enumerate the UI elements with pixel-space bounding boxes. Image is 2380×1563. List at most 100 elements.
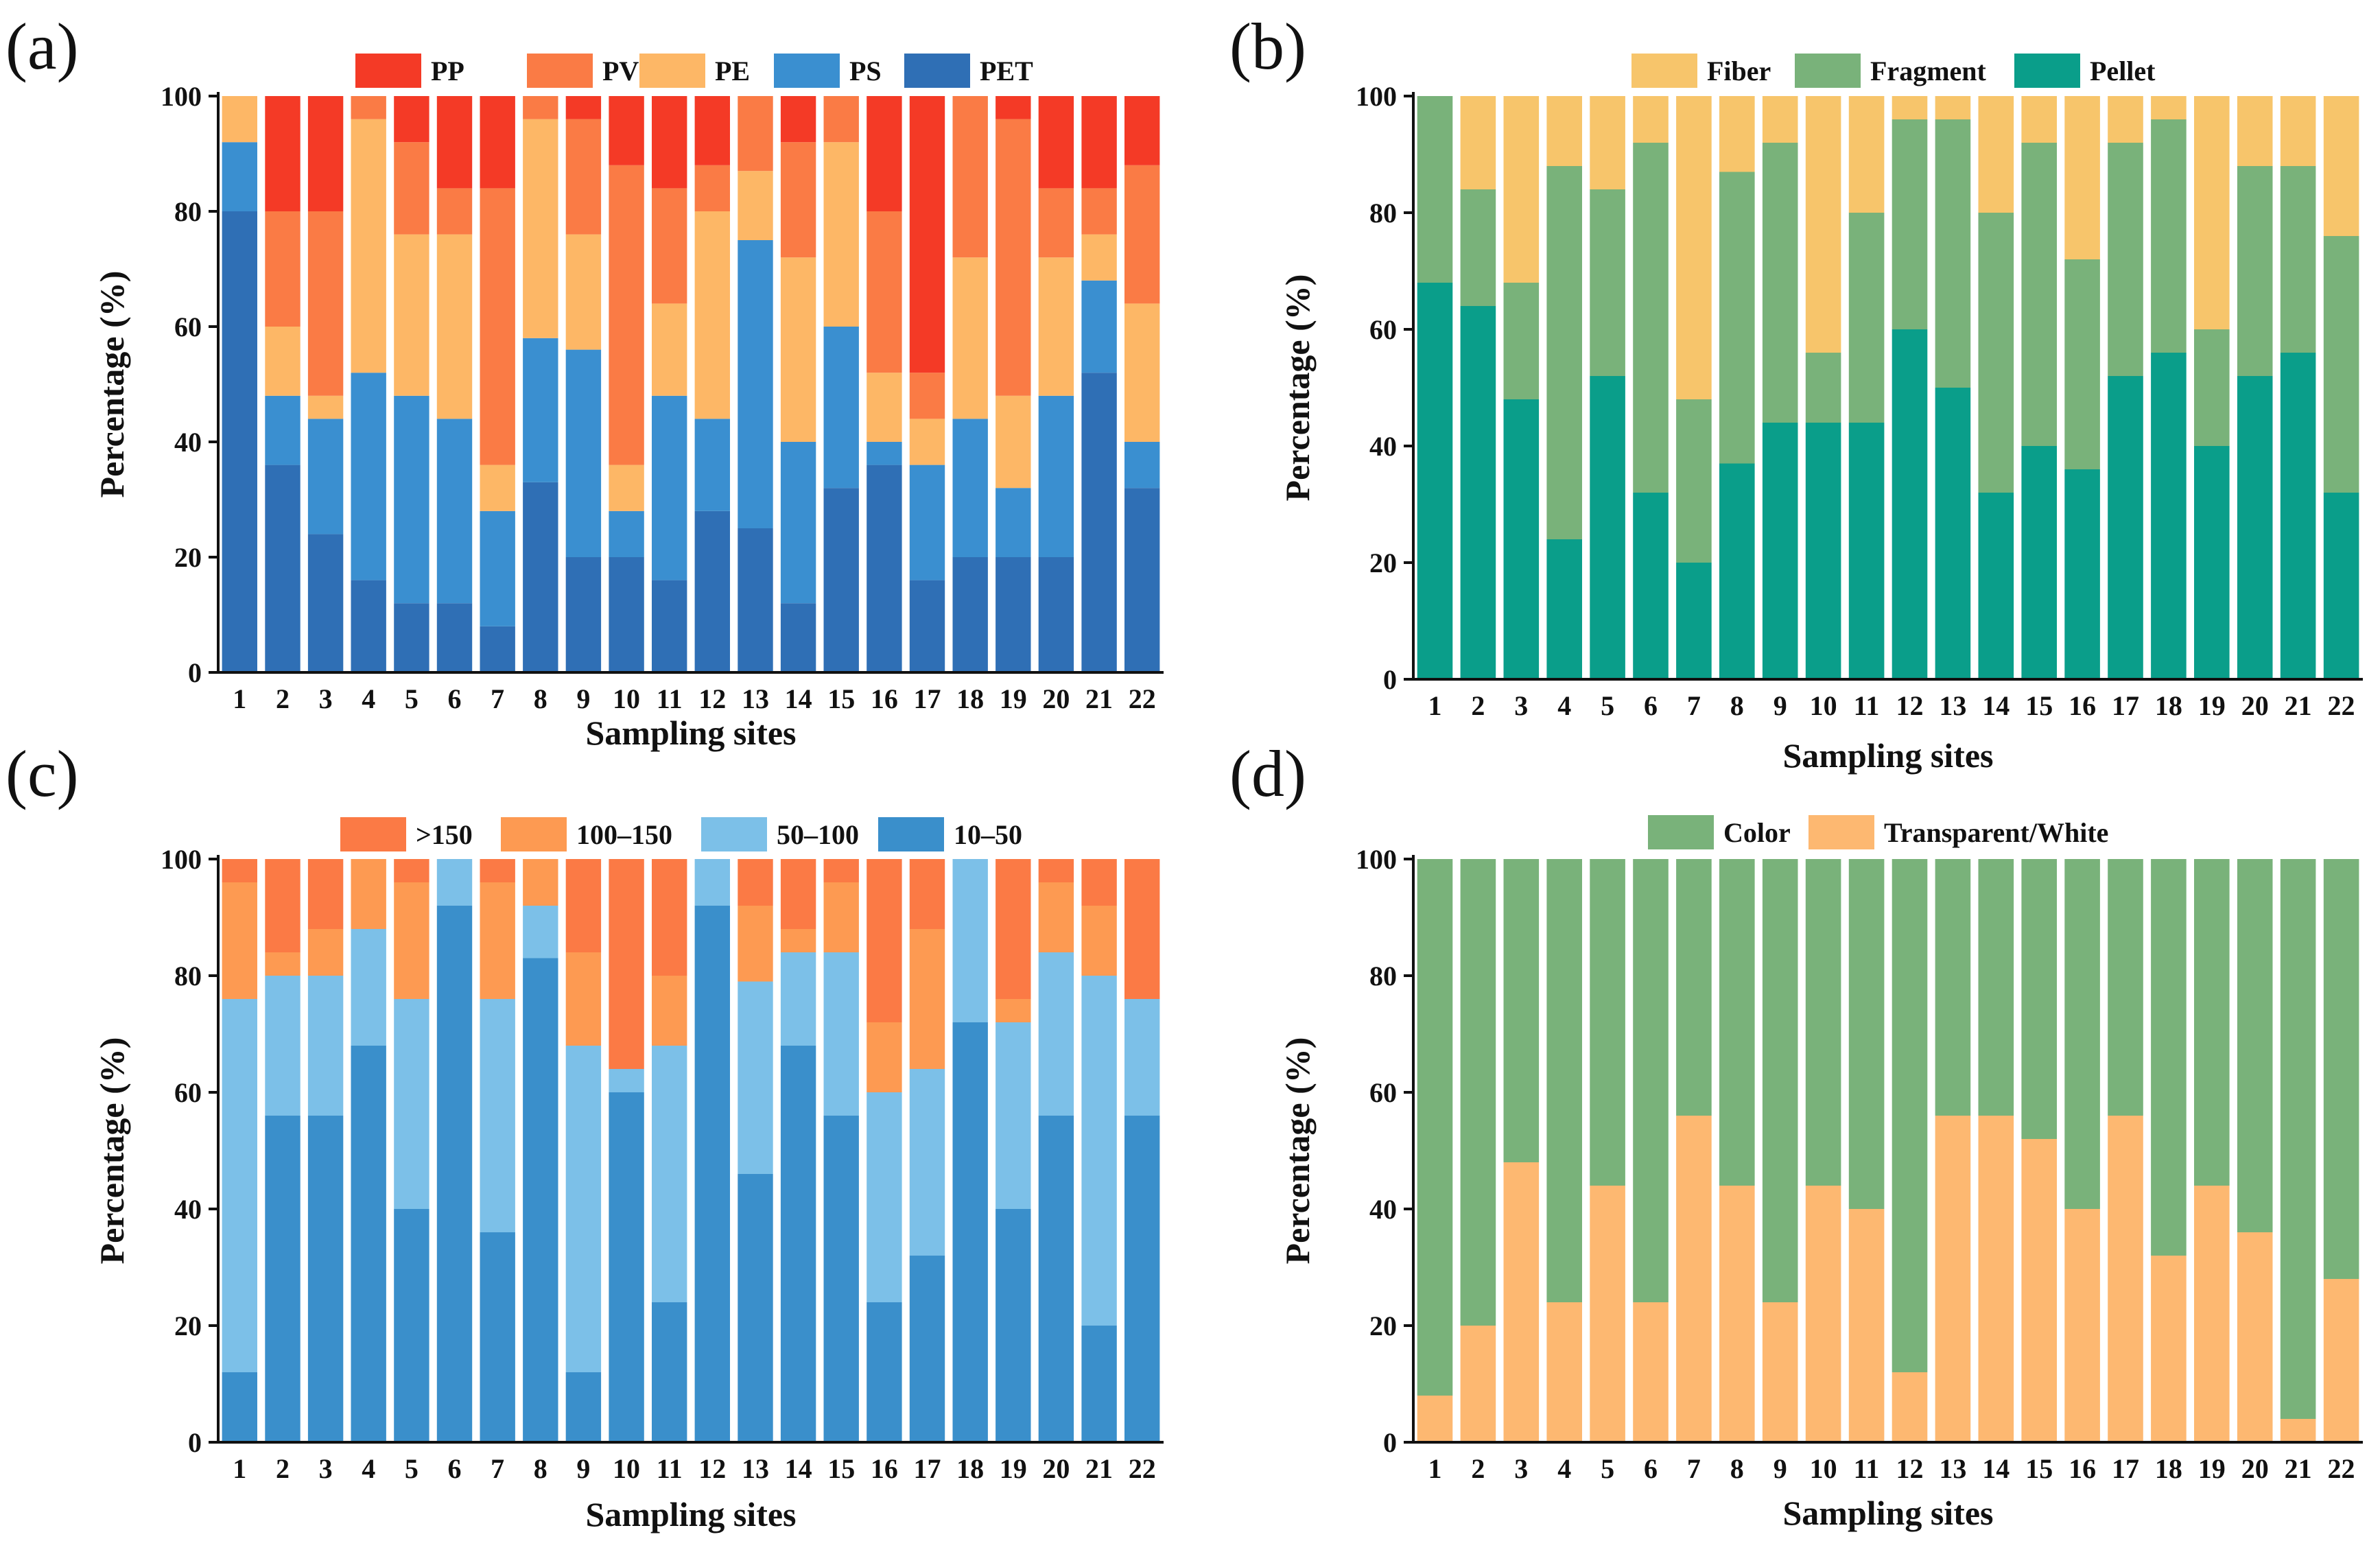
bar-d-color-site-10 bbox=[1805, 859, 1841, 1186]
legend-swatch-b-fiber bbox=[1631, 54, 1697, 88]
bar-a-pet-site-4 bbox=[351, 580, 386, 672]
bar-b-pellet-site-14 bbox=[1978, 493, 2014, 679]
x-tick-label-b-13: 13 bbox=[1939, 690, 1966, 721]
bar-a-pe-site-7 bbox=[480, 465, 515, 511]
bar-a-pvc-site-2 bbox=[265, 211, 301, 327]
bar-d-color-site-7 bbox=[1676, 859, 1712, 1116]
bar-a-pp-site-6 bbox=[436, 96, 473, 189]
y-tick-label-c-40: 40 bbox=[174, 1194, 202, 1225]
bar-d-color-site-20 bbox=[2237, 859, 2273, 1232]
bar-a-pvc-site-16 bbox=[867, 211, 902, 373]
legend-label-d-transparent-white: Transparent/White bbox=[1884, 817, 2108, 848]
y-tick-label-b-60: 60 bbox=[1369, 314, 1397, 345]
bar-b-fragment-site-2 bbox=[1460, 189, 1496, 306]
y-tick-label-d-20: 20 bbox=[1369, 1311, 1397, 1341]
bar-a-pet-site-15 bbox=[823, 488, 859, 672]
x-tick-label-b-15: 15 bbox=[2025, 690, 2053, 721]
bar-b-fiber-site-6 bbox=[1633, 96, 1669, 143]
legend-swatch-b-pellet bbox=[2014, 54, 2080, 88]
bar-d-transparent-white-site-21 bbox=[2280, 1419, 2316, 1442]
bar-c-100-150-site-4 bbox=[351, 859, 386, 929]
x-tick-label-d-7: 7 bbox=[1687, 1453, 1701, 1484]
x-tick-label-a-10: 10 bbox=[613, 683, 640, 714]
x-tick-label-a-1: 1 bbox=[233, 683, 246, 714]
bar-c-50-100-site-7 bbox=[480, 999, 515, 1232]
bar-c-10-50-site-3 bbox=[307, 1116, 344, 1442]
x-tick-label-a-13: 13 bbox=[742, 683, 769, 714]
legend-label-a-ps: PS bbox=[849, 56, 882, 86]
bar-a-ps-site-10 bbox=[609, 510, 644, 557]
legend-swatch-d-transparent-white bbox=[1808, 815, 1874, 849]
bar-d-color-site-3 bbox=[1503, 859, 1540, 1162]
bar-a-pvc-site-6 bbox=[436, 188, 473, 235]
bar-c-10-50-site-21 bbox=[1081, 1326, 1117, 1442]
x-tick-label-a-19: 19 bbox=[1000, 683, 1027, 714]
bar-b-pellet-site-18 bbox=[2151, 353, 2187, 679]
bar-c-50-100-site-17 bbox=[909, 1069, 945, 1256]
x-tick-label-d-19: 19 bbox=[2198, 1453, 2226, 1484]
bar-a-pet-site-2 bbox=[265, 465, 301, 672]
bar-c-100-150-site-16 bbox=[867, 1022, 902, 1092]
bar-a-pet-site-20 bbox=[1038, 557, 1074, 672]
x-tick-label-b-2: 2 bbox=[1471, 690, 1485, 721]
bar-c-100-150-site-3 bbox=[307, 929, 344, 976]
bar-c-50-100-site-6 bbox=[436, 859, 473, 906]
y-axis-title-c: Percentage (%) bbox=[93, 1037, 131, 1265]
bar-b-fiber-site-14 bbox=[1978, 96, 2014, 213]
legend-label-b-pellet: Pellet bbox=[2090, 56, 2156, 86]
bar-a-pe-site-5 bbox=[394, 234, 429, 396]
x-tick-label-a-14: 14 bbox=[785, 683, 812, 714]
bar-d-color-site-14 bbox=[1978, 859, 2014, 1116]
bar-c-50-100-site-18 bbox=[952, 859, 988, 1022]
bar-c-10-50-site-8 bbox=[523, 958, 558, 1442]
bar-b-fragment-site-19 bbox=[2194, 329, 2230, 446]
bar-c-100-150-site-15 bbox=[823, 882, 859, 952]
bar-a-pe-site-1 bbox=[222, 96, 257, 143]
bar-d-transparent-white-site-5 bbox=[1590, 1186, 1625, 1442]
y-tick-label-a-80: 80 bbox=[174, 196, 202, 227]
bar-b-pellet-site-8 bbox=[1719, 463, 1755, 679]
x-tick-label-b-7: 7 bbox=[1687, 690, 1701, 721]
x-tick-label-d-3: 3 bbox=[1514, 1453, 1528, 1484]
bar-c-50-100-site-3 bbox=[307, 976, 344, 1116]
bar-a-pet-site-3 bbox=[307, 534, 344, 672]
y-tick-label-b-0: 0 bbox=[1383, 664, 1397, 695]
bar-b-fragment-site-11 bbox=[1848, 213, 1885, 423]
bar-b-fiber-site-13 bbox=[1935, 96, 1971, 119]
bar-c-gt150-site-13 bbox=[738, 859, 773, 906]
x-tick-label-d-6: 6 bbox=[1644, 1453, 1658, 1484]
bar-c-50-100-site-16 bbox=[867, 1092, 902, 1302]
x-tick-label-d-22: 22 bbox=[2328, 1453, 2355, 1484]
y-tick-label-c-60: 60 bbox=[174, 1077, 202, 1108]
bar-a-ps-site-20 bbox=[1038, 395, 1074, 557]
bar-a-pp-site-2 bbox=[265, 96, 301, 211]
bar-a-pet-site-18 bbox=[952, 557, 988, 672]
y-tick-label-c-0: 0 bbox=[188, 1427, 202, 1458]
x-tick-label-d-11: 11 bbox=[1854, 1453, 1880, 1484]
bar-c-10-50-site-16 bbox=[867, 1302, 902, 1442]
bar-a-pet-site-11 bbox=[652, 580, 687, 672]
bar-a-pet-site-5 bbox=[394, 603, 429, 672]
bar-a-pp-site-21 bbox=[1081, 96, 1117, 189]
bar-b-pellet-site-2 bbox=[1460, 306, 1496, 679]
bar-a-ps-site-13 bbox=[738, 240, 773, 528]
x-tick-label-b-5: 5 bbox=[1601, 690, 1614, 721]
bar-c-gt150-site-16 bbox=[867, 859, 902, 1022]
bar-a-pet-site-10 bbox=[609, 557, 644, 672]
x-tick-label-d-8: 8 bbox=[1730, 1453, 1744, 1484]
bar-b-pellet-site-20 bbox=[2237, 376, 2273, 679]
bar-c-gt150-site-21 bbox=[1081, 859, 1117, 906]
bar-d-color-site-9 bbox=[1762, 859, 1798, 1302]
bar-a-pp-site-14 bbox=[780, 96, 816, 143]
bar-a-ps-site-7 bbox=[480, 510, 515, 626]
x-tick-label-d-12: 12 bbox=[1896, 1453, 1924, 1484]
x-tick-label-c-21: 21 bbox=[1085, 1453, 1113, 1484]
bar-c-10-50-site-6 bbox=[436, 906, 473, 1442]
legend-label-b-fiber: Fiber bbox=[1707, 56, 1771, 86]
x-tick-label-c-1: 1 bbox=[233, 1453, 246, 1484]
panel-b: (b)1 2 3 4 5 6 7 8 9 10 11 12 13 14 15 16 17 18 19 20 21 2202… bbox=[1229, 10, 2363, 775]
bar-a-pp-site-10 bbox=[609, 96, 644, 165]
x-tick-label-b-9: 9 bbox=[1774, 690, 1787, 721]
bar-b-fragment-site-7 bbox=[1676, 399, 1712, 563]
bar-a-pvc-site-20 bbox=[1038, 188, 1074, 258]
